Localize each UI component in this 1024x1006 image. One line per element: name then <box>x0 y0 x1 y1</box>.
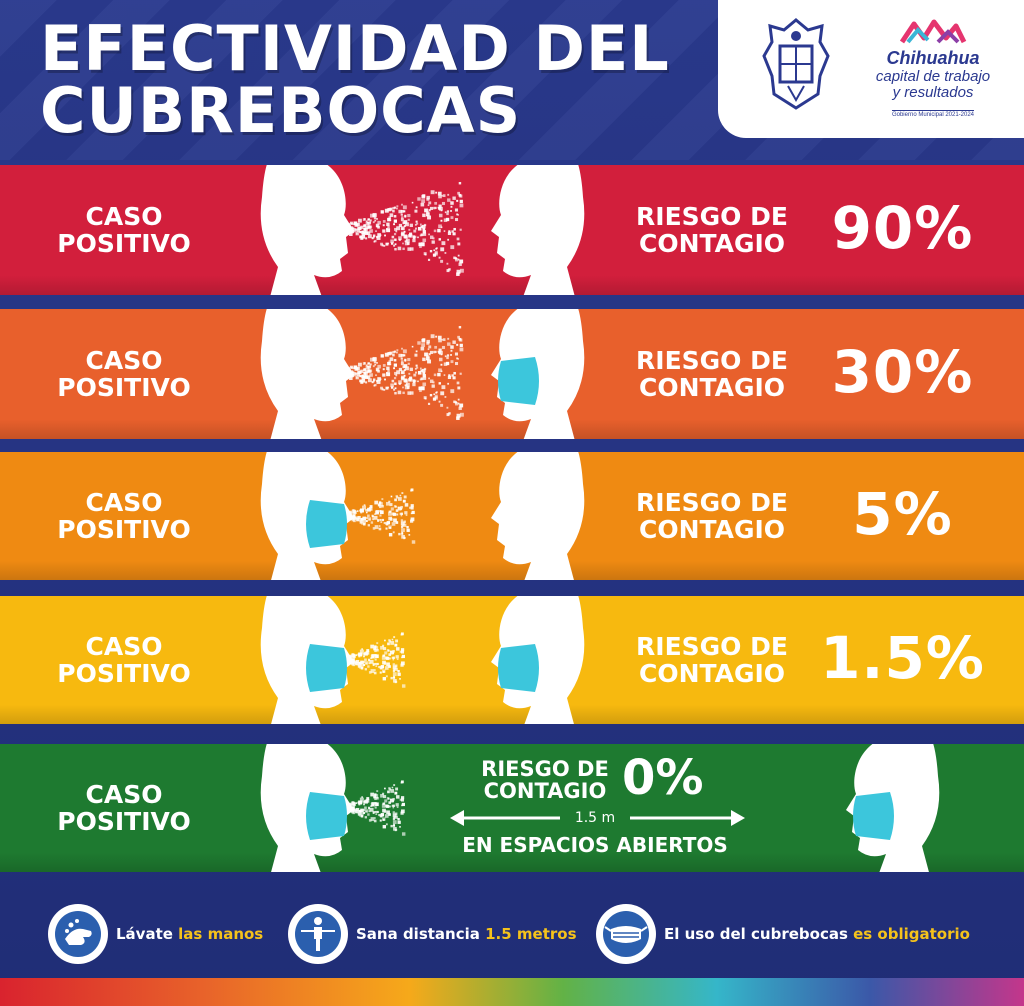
droplet-spray <box>348 488 416 544</box>
face-mask <box>498 357 539 405</box>
case-label-line-2: POSITIVO <box>57 373 191 402</box>
risk-label-line-1: RIESGO DE <box>636 346 788 375</box>
footer-item-distance: Sana distancia 1.5 metros <box>288 903 577 965</box>
transmission-illustration <box>260 309 585 439</box>
face-mask <box>306 792 347 840</box>
face-mask <box>853 792 894 840</box>
risk-label-line-2: CONTAGIO <box>638 515 786 544</box>
case-label-line-2: POSITIVO <box>57 229 191 258</box>
risk-row: CASO POSITIVO RIESGO DE CONTAGIO 5% <box>0 452 1024 580</box>
mask-icon <box>596 904 656 964</box>
handwash-icon <box>48 904 108 964</box>
case-label-line-1: CASO <box>85 780 163 809</box>
droplet-spray <box>345 181 464 276</box>
risk-label: RIESGO DE CONTAGIO <box>622 489 802 543</box>
case-label-line-1: CASO <box>85 346 163 375</box>
droplet-spray <box>348 780 406 836</box>
title-line-2: CUBREBOCAS <box>40 74 522 147</box>
case-label-line-1: CASO <box>85 202 163 231</box>
case-label: CASO POSITIVO <box>20 781 228 835</box>
logo-government: Gobierno Municipal 2021-2024 <box>891 110 975 118</box>
risk-label-line-2: CONTAGIO <box>638 229 786 258</box>
droplet-spray <box>348 632 406 688</box>
risk-percent: 0% <box>622 750 704 806</box>
footer-text-mask: El uso del cubrebocas es obligatorio <box>664 925 970 943</box>
risk-row: CASO POSITIVO RIESGO DE CONTAGIO 1.5% <box>0 596 1024 724</box>
risk-label: RIESGO DE CONTAGIO <box>622 633 802 687</box>
footer-text-distance: Sana distancia 1.5 metros <box>356 925 577 943</box>
transmission-illustration <box>260 452 585 580</box>
face-mask <box>306 644 347 692</box>
case-label: CASO POSITIVO <box>20 347 228 401</box>
transmission-illustration <box>260 596 585 724</box>
risk-percent: 1.5% <box>820 624 985 692</box>
distance-icon <box>288 904 348 964</box>
face-mask <box>498 644 539 692</box>
droplet-spray <box>345 325 464 420</box>
risk-row: CASO POSITIVO RIESGO DE CONTAGIO 90% <box>0 165 1024 295</box>
case-label-line-1: CASO <box>85 632 163 661</box>
risk-label-line-1: RIESGO DE <box>636 632 788 661</box>
coat-of-arms-icon <box>762 18 830 110</box>
footer-item-mask: El uso del cubrebocas es obligatorio <box>596 903 970 965</box>
infected-head <box>260 309 354 439</box>
page-title: EFECTIVIDAD DEL CUBREBOCAS <box>40 18 700 142</box>
title-line-1: EFECTIVIDAD DEL <box>40 12 670 85</box>
footer-text-handwash: Lávate las manos <box>116 925 264 943</box>
logo-card: Chihuahua capital de trabajo y resultado… <box>718 0 1024 138</box>
logo-tagline-1: capital de trabajo <box>875 68 991 85</box>
case-label: CASO POSITIVO <box>20 633 228 687</box>
risk-label: RIESGO DE CONTAGIO <box>622 203 802 257</box>
risk-percent: 5% <box>852 480 953 548</box>
transmission-illustration <box>260 165 585 295</box>
risk-row: CASO POSITIVO <box>0 744 1024 872</box>
case-label-line-2: POSITIVO <box>57 659 191 688</box>
receiver-head <box>491 165 585 295</box>
transmission-illustration <box>260 744 940 872</box>
risk-label-line-1: RIESGO DE <box>636 488 788 517</box>
distance-label: 1.5 m <box>560 809 630 827</box>
risk-label: RIESGO DE CONTAGIO <box>470 758 620 802</box>
case-label: CASO POSITIVO <box>20 203 228 257</box>
risk-label-line-1: RIESGO DE <box>481 757 609 781</box>
face-mask <box>306 500 347 548</box>
risk-label-line-1: RIESGO DE <box>636 202 788 231</box>
footer-item-handwash: Lávate las manos <box>48 903 263 965</box>
case-label-line-2: POSITIVO <box>57 807 191 836</box>
mountain-logo-icon <box>899 19 967 44</box>
chihuahua-logo: Chihuahua capital de trabajo y resultado… <box>853 18 1013 120</box>
risk-label-line-2: CONTAGIO <box>483 779 607 803</box>
risk-label-line-2: CONTAGIO <box>638 659 786 688</box>
receiver-head <box>491 452 585 580</box>
logo-name: Chihuahua <box>886 48 980 68</box>
location-label: EN ESPACIOS ABIERTOS <box>462 833 728 857</box>
rainbow-stripe <box>0 978 1024 1006</box>
infected-head <box>260 165 354 295</box>
risk-label: RIESGO DE CONTAGIO <box>622 347 802 401</box>
case-label: CASO POSITIVO <box>20 489 228 543</box>
risk-label-line-2: CONTAGIO <box>638 373 786 402</box>
risk-percent: 30% <box>831 338 974 406</box>
case-label-line-1: CASO <box>85 488 163 517</box>
logo-tagline-2: y resultados <box>892 84 974 101</box>
risk-row: CASO POSITIVO RIESGO DE CONTAGIO 30% <box>0 309 1024 439</box>
case-label-line-2: POSITIVO <box>57 515 191 544</box>
risk-percent: 90% <box>831 194 974 262</box>
